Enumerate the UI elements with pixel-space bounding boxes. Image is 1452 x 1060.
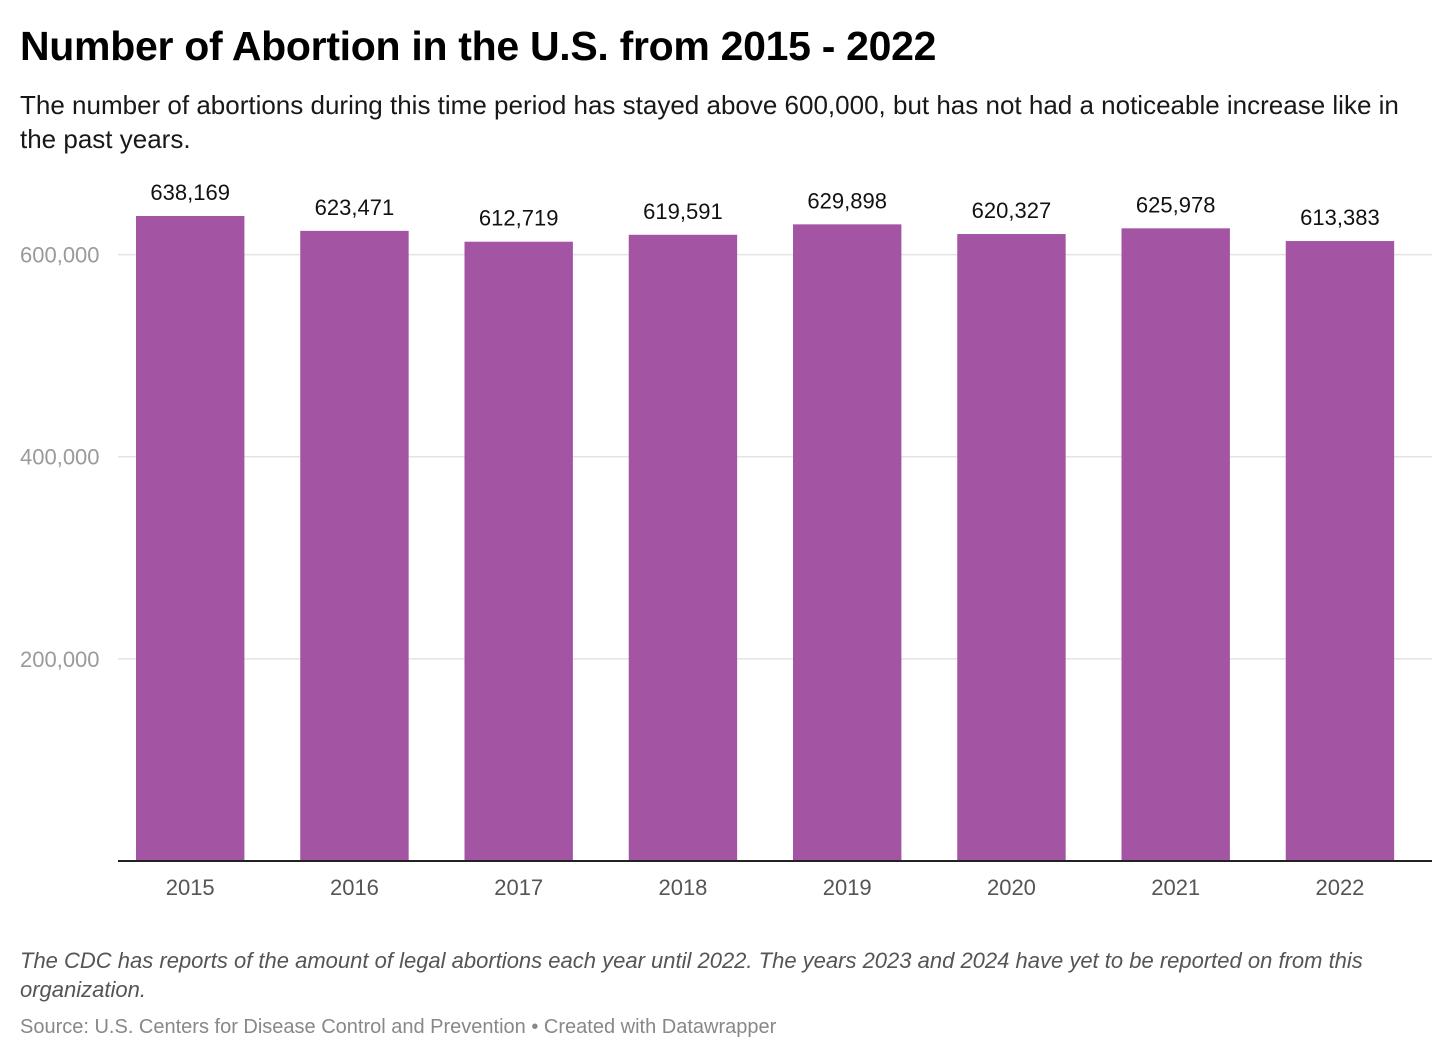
bar-value-label: 620,327	[972, 198, 1052, 223]
x-tick-label: 2022	[1315, 875, 1364, 900]
chart-notes: The CDC has reports of the amount of leg…	[20, 948, 1363, 1002]
y-tick-label: 600,000	[20, 243, 100, 268]
x-tick-label: 2018	[658, 875, 707, 900]
x-tick-label: 2015	[166, 875, 215, 900]
x-tick-label: 2021	[1151, 875, 1200, 900]
y-tick-label: 200,000	[20, 647, 100, 672]
bar-2021	[1121, 228, 1230, 862]
bar-2015	[136, 216, 245, 861]
x-tick-label: 2020	[987, 875, 1036, 900]
bar-value-label: 623,471	[315, 195, 395, 220]
x-tick-label: 2017	[494, 875, 543, 900]
bar-2019	[793, 224, 902, 862]
bar-value-label: 625,978	[1136, 192, 1216, 217]
bar-2022	[1285, 241, 1395, 861]
bar-2016	[300, 230, 409, 861]
x-axis-ticks: 2015 2016 2017 2018 2019 2020 2021 2022	[166, 875, 1365, 900]
bar-value-label: 613,383	[1300, 205, 1380, 230]
bar-value-label: 612,719	[479, 206, 559, 231]
bars	[136, 216, 1395, 862]
bar-value-label: 619,591	[643, 199, 723, 224]
bar-2018	[628, 234, 738, 861]
y-tick-label: 400,000	[20, 445, 100, 470]
bar-value-label: 638,169	[150, 180, 230, 205]
chart-subtitle: The number of abortions during this time…	[20, 90, 1399, 154]
chart-source: Source: U.S. Centers for Disease Control…	[20, 1016, 777, 1038]
bar-2017	[464, 241, 573, 861]
bar-value-label: 629,898	[807, 188, 887, 213]
bar-value-labels: 638,169 623,471 612,719 619,591 629,898 620,3…	[150, 180, 1379, 231]
x-tick-label: 2016	[330, 875, 379, 900]
x-tick-label: 2019	[823, 875, 872, 900]
y-axis-ticks: 200,000 400,000 600,000	[20, 243, 100, 672]
bar-2020	[957, 234, 1066, 862]
chart-title: Number of Abortion in the U.S. from 2015…	[20, 23, 937, 69]
